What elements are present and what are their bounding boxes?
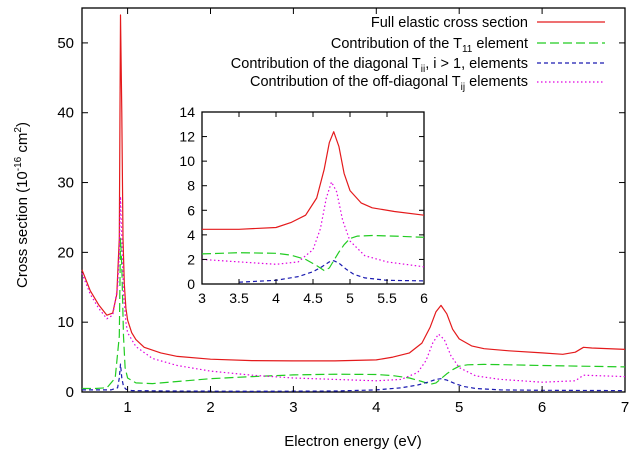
x-tick-label: 6 xyxy=(538,399,546,416)
legend-label-t11: Contribution of the T11 element xyxy=(331,36,528,55)
series-line-off-diagonal xyxy=(81,195,626,383)
legend-label-full-elastic: Full elastic cross section xyxy=(371,15,528,31)
x-tick-label: 3 xyxy=(289,399,297,416)
x-tick-label: 2 xyxy=(206,399,214,416)
inset-x-tick-label: 6 xyxy=(420,290,428,306)
inset-plot-series xyxy=(201,131,425,283)
inset-y-tick-label: 4 xyxy=(187,227,195,243)
legend-entry-diagonal: Contribution of the diagonal Tii, i > 1,… xyxy=(231,56,605,75)
inset-series-line-diagonal xyxy=(238,260,425,283)
x-axis-label: Electron energy (eV) xyxy=(284,433,422,450)
y-axis-label: Cross section (10-16 cm2) xyxy=(13,122,31,288)
inset-series-line-full-elastic xyxy=(202,131,425,230)
x-tick-label: 7 xyxy=(621,399,629,416)
x-tick-label: 4 xyxy=(372,399,380,416)
x-tick-label: 5 xyxy=(455,399,463,416)
legend: Full elastic cross section Contribution … xyxy=(231,15,605,93)
main-plot-frame xyxy=(81,7,626,393)
inset-y-tick-label: 0 xyxy=(187,276,195,292)
inset-y-tick-label: 10 xyxy=(179,153,195,169)
inset-series-line-t11 xyxy=(201,234,425,272)
x-tick-label: 1 xyxy=(123,399,131,416)
inset-plot-ticks: 3 3.5 4 4.5 5 5.5 6 0 2 4 6 8 10 12 14 xyxy=(179,104,428,306)
legend-entry-t11: Contribution of the T11 element xyxy=(331,36,605,55)
inset-y-tick-label: 6 xyxy=(187,202,195,218)
inset-x-tick-label: 3.5 xyxy=(229,290,249,306)
inset-x-tick-label: 5 xyxy=(346,290,354,306)
inset-x-tick-label: 5.5 xyxy=(377,290,397,306)
inset-x-tick-label: 4 xyxy=(272,290,280,306)
series-line-t11 xyxy=(82,237,626,390)
y-tick-label: 30 xyxy=(57,175,74,192)
series-line-diagonal xyxy=(82,363,626,392)
inset-y-tick-label: 8 xyxy=(187,178,195,194)
legend-label-diagonal: Contribution of the diagonal Tii, i > 1,… xyxy=(231,56,528,75)
y-tick-label: 0 xyxy=(66,384,74,401)
inset-y-tick-label: 12 xyxy=(179,129,195,145)
legend-entry-off-diagonal: Contribution of the off-diagonal Tij ele… xyxy=(250,74,605,93)
legend-entry-full-elastic: Full elastic cross section xyxy=(371,15,605,31)
series-line-full-elastic xyxy=(81,14,626,362)
inset-x-tick-label: 4.5 xyxy=(303,290,323,306)
y-tick-label: 50 xyxy=(57,35,74,52)
y-tick-label: 40 xyxy=(57,105,74,122)
inset-background xyxy=(201,111,425,285)
y-tick-label: 20 xyxy=(57,244,74,261)
inset-y-tick-label: 14 xyxy=(179,104,195,120)
y-tick-label: 10 xyxy=(57,314,74,331)
inset-y-tick-label: 2 xyxy=(187,251,195,267)
legend-label-off-diagonal: Contribution of the off-diagonal Tij ele… xyxy=(250,74,528,93)
inset-x-tick-label: 3 xyxy=(198,290,206,306)
